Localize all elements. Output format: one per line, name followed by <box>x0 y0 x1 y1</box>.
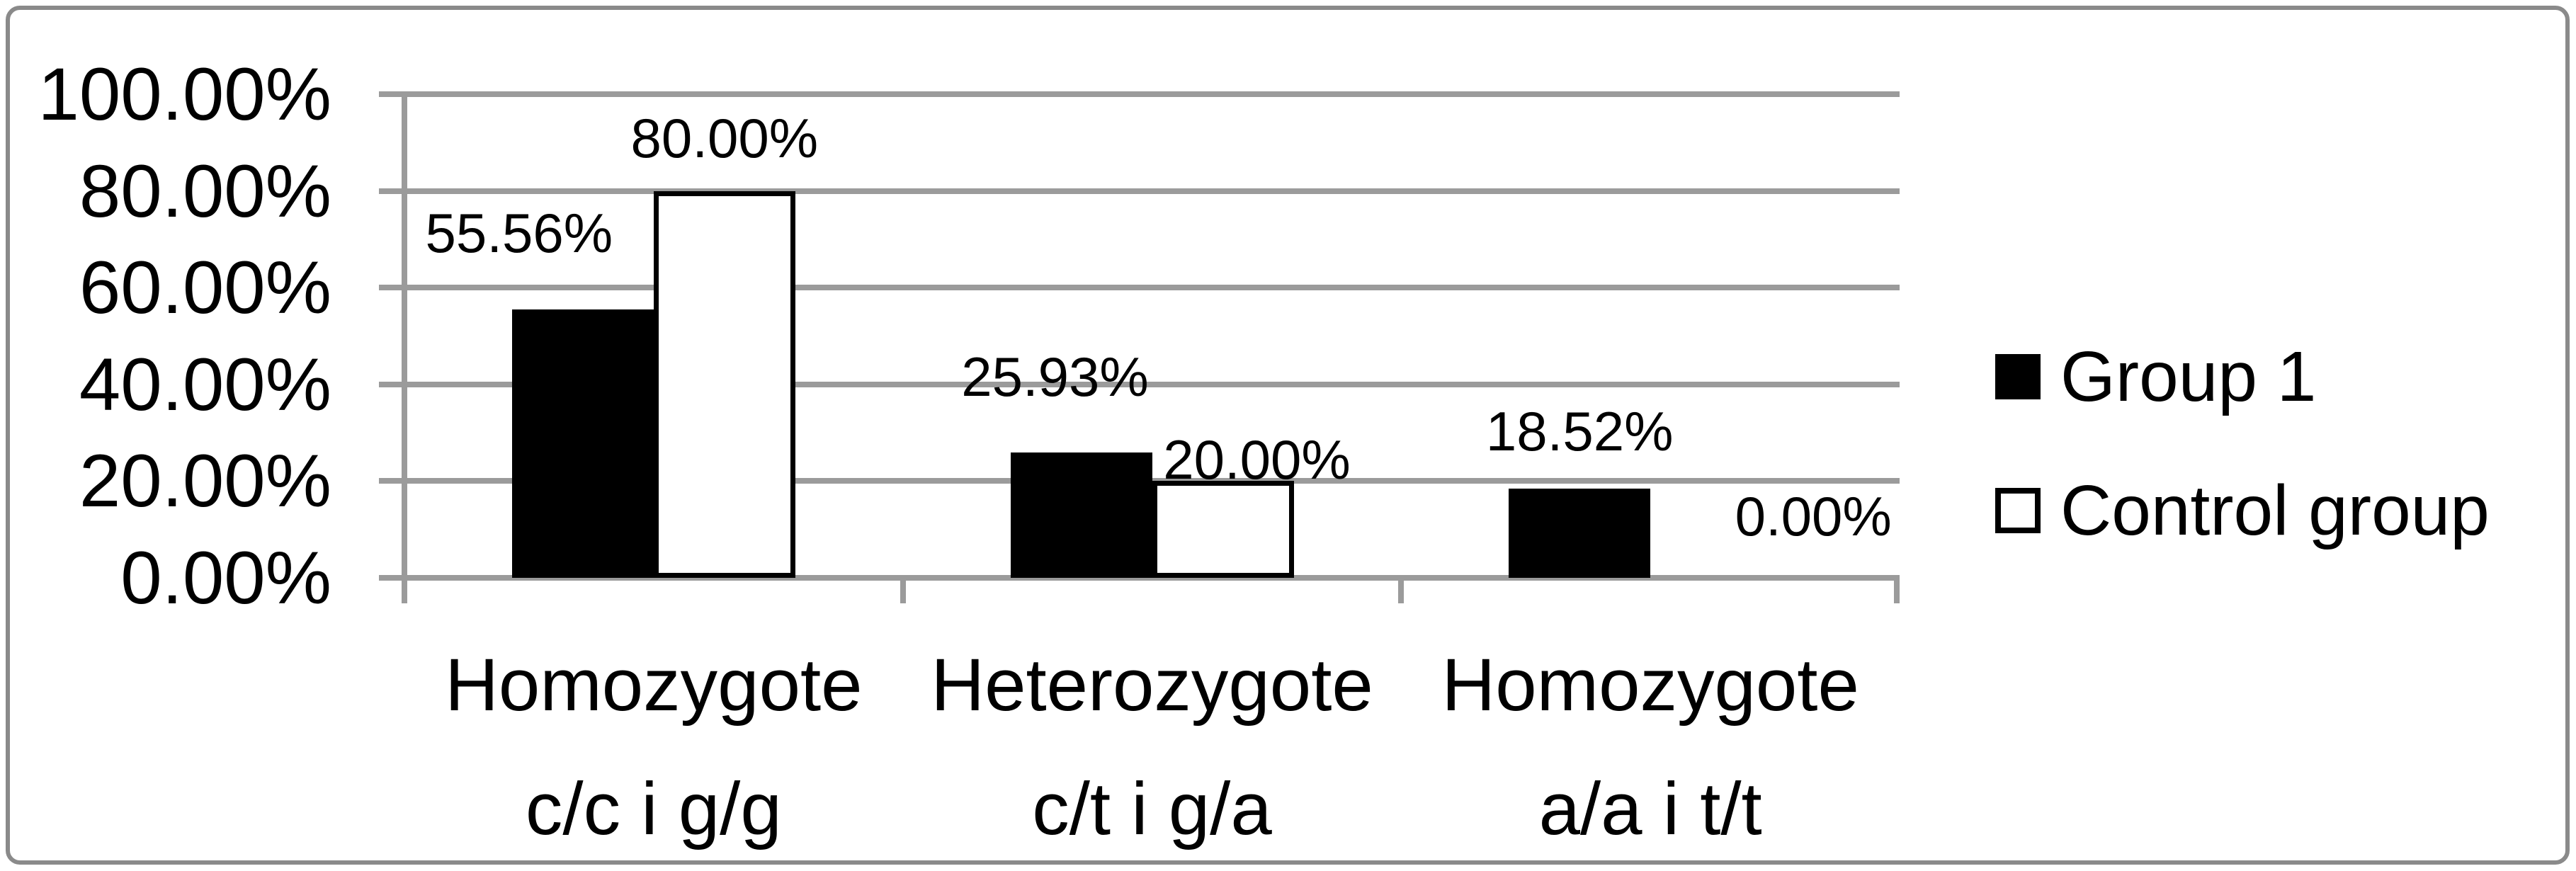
gridline <box>379 188 1900 194</box>
category-label-line: Homozygote <box>1441 644 1859 727</box>
bar-value-label: 25.93% <box>961 345 1149 408</box>
x-axis-tick <box>1894 578 1900 603</box>
category-label-line: Homozygote <box>445 644 863 727</box>
bar-group1 <box>1010 452 1152 578</box>
y-tick-label: 0.00% <box>120 537 331 620</box>
gridline <box>379 381 1900 387</box>
legend-swatch-group1-icon <box>1995 353 2041 399</box>
legend-label-group1: Group 1 <box>2060 336 2317 416</box>
chart-frame <box>6 6 2570 865</box>
bar-value-label: 0.00% <box>1735 485 1892 547</box>
bar-value-label: 20.00% <box>1163 428 1351 491</box>
bar-control-group <box>1152 481 1294 578</box>
category-label-line: c/c i g/g <box>525 768 782 850</box>
bar-value-label: 55.56% <box>425 201 613 264</box>
y-tick-label: 100.00% <box>38 53 331 136</box>
gridline <box>379 575 1900 581</box>
category-label-line: Heterozygote <box>931 644 1373 727</box>
bar-group1 <box>511 309 654 578</box>
y-tick-label: 20.00% <box>79 440 331 523</box>
legend-item-control-group: Control group <box>1995 469 2490 551</box>
gridline <box>379 91 1900 97</box>
y-tick-label: 60.00% <box>79 246 331 330</box>
y-axis-line <box>402 91 407 603</box>
y-tick-label: 40.00% <box>79 343 331 426</box>
category-label-line: a/a i t/t <box>1538 768 1762 850</box>
y-tick-label: 80.00% <box>79 149 331 233</box>
bar-control-group <box>653 190 795 578</box>
category-label-line: c/t i g/a <box>1032 768 1272 850</box>
legend-swatch-control-group-icon <box>1995 487 2041 533</box>
legend-item-group1: Group 1 <box>1995 336 2316 417</box>
bar-value-label: 80.00% <box>630 106 819 169</box>
gridline <box>379 285 1900 291</box>
bar-group1 <box>1509 488 1651 578</box>
legend-label-control-group: Control group <box>2060 470 2490 550</box>
bar-value-label: 18.52% <box>1485 399 1674 462</box>
x-axis-tick <box>1398 578 1405 603</box>
x-axis-tick <box>900 578 906 603</box>
